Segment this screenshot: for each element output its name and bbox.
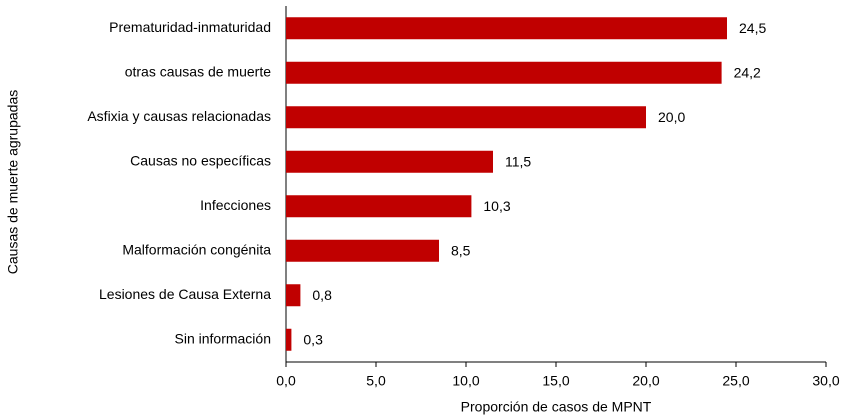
value-label: 24,5 [739,20,766,36]
value-label: 0,8 [312,287,332,303]
value-label: 11,5 [505,153,531,169]
value-label: 0,3 [303,331,323,347]
y-tick-label: Prematuridad-inmaturidad [109,19,271,35]
value-label: 24,2 [734,64,761,80]
y-tick-label: Asfixia y causas relacionadas [87,108,271,124]
bar [286,17,727,40]
y-tick-label: Lesiones de Causa Externa [99,286,271,302]
x-tick-label: 0,0 [276,373,296,389]
x-tick-label: 25,0 [722,373,749,389]
bar [286,239,439,262]
bar [286,150,493,173]
bar [286,106,646,129]
y-axis-label: Causas de muerte agrupadas [5,90,21,274]
bar [286,61,722,84]
x-tick-label: 30,0 [812,373,839,389]
value-label: 8,5 [451,242,471,258]
y-tick-label: Infecciones [200,197,271,213]
y-tick-label: Causas no específicas [130,152,271,168]
bar [286,195,472,218]
value-label: 20,0 [658,109,685,125]
y-tick-label: Malformación congénita [122,241,271,257]
x-axis-label: Proporción de casos de MPNT [461,399,652,415]
bar [286,328,292,351]
x-tick-label: 5,0 [366,373,386,389]
y-tick-label: otras causas de muerte [125,63,272,79]
value-label: 10,3 [483,198,510,214]
x-tick-label: 15,0 [542,373,569,389]
x-tick-label: 10,0 [452,373,479,389]
y-tick-label: Sin información [175,330,272,346]
x-tick-label: 20,0 [632,373,659,389]
bar [286,284,301,307]
